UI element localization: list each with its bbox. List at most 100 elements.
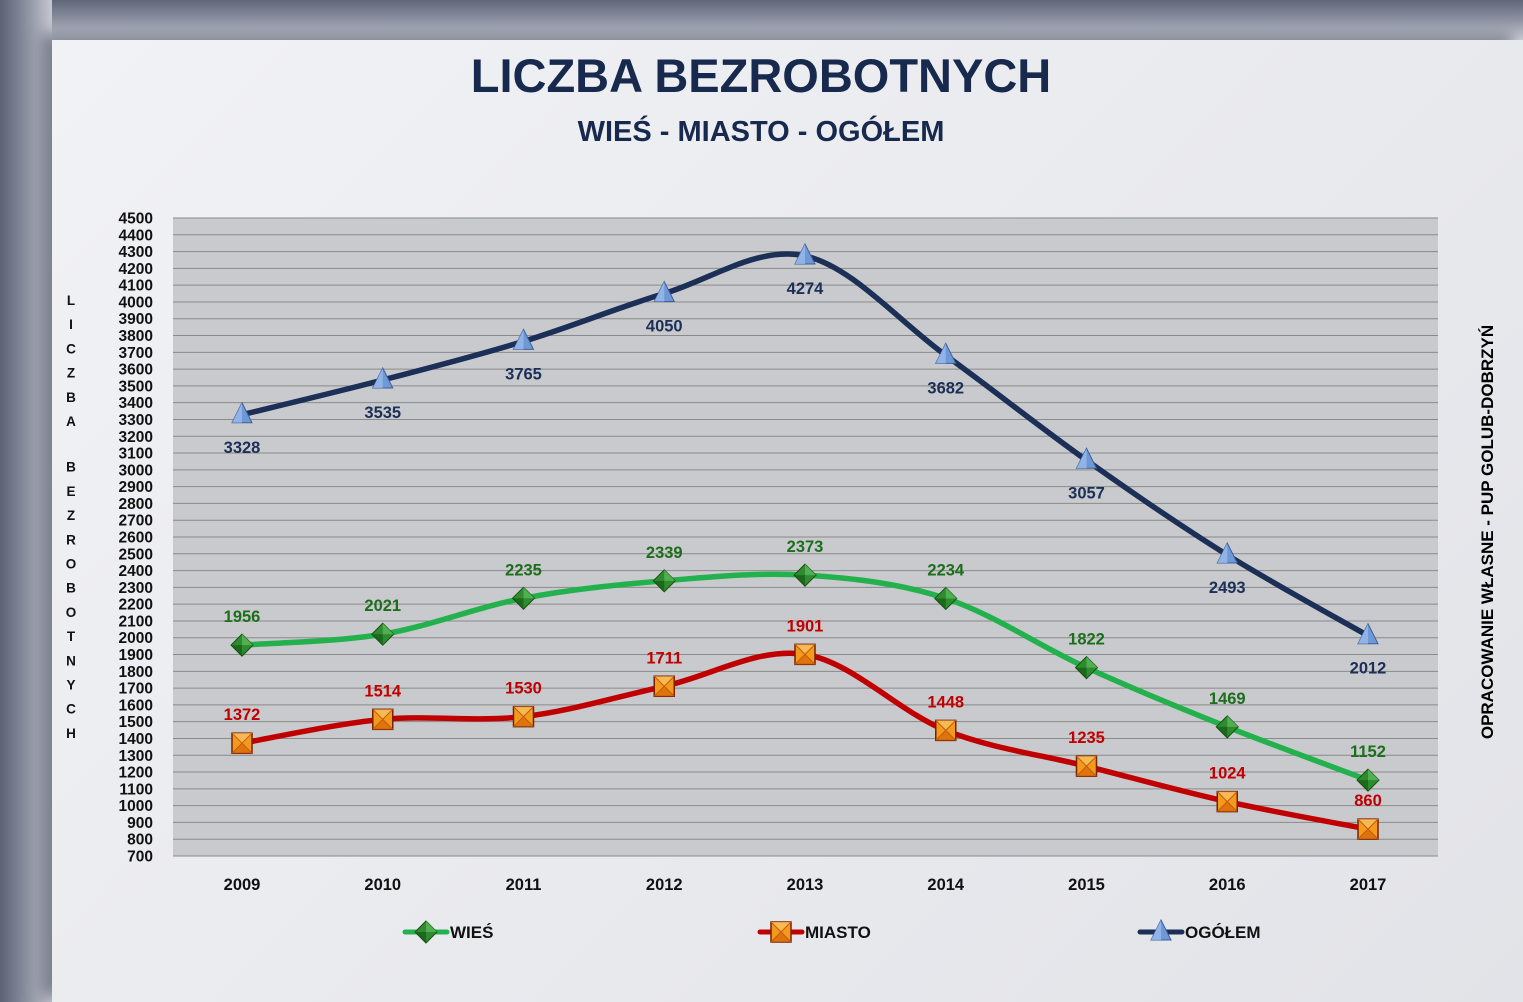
y-axis-ticks: 7008009001000110012001300140015001600170… — [119, 211, 153, 866]
y-tick-label: 4300 — [119, 244, 153, 261]
legend: WIEŚ MIASTO OGÓŁEM — [402, 918, 1261, 944]
x-tick-label: 2014 — [927, 876, 965, 894]
chart-title: LICZBA BEZROBOTNYCH — [471, 49, 1052, 102]
y-tick-label: 800 — [127, 832, 153, 849]
y-axis-label-letter: L — [67, 293, 75, 308]
diamond-marker-shade — [1075, 667, 1087, 679]
square-marker — [372, 708, 394, 731]
square-marker-highlight — [513, 706, 534, 717]
triangle-marker — [794, 242, 816, 265]
data-label: 2021 — [364, 597, 401, 615]
data-label: 1956 — [224, 608, 261, 626]
square-marker — [512, 705, 535, 728]
data-label: 1901 — [787, 617, 824, 635]
y-tick-label: 1300 — [119, 748, 153, 765]
square-marker-shade — [1217, 801, 1238, 812]
source-note: OPRACOWANIE WŁASNE - PUP GOLUB-DOBRZYŃ — [1478, 325, 1497, 739]
diamond-marker-highlight — [1368, 769, 1379, 781]
top-shadow-bar — [0, 0, 1523, 40]
y-tick-label: 3300 — [119, 412, 153, 429]
x-tick-label: 2016 — [1209, 876, 1246, 894]
triangle-marker — [1150, 918, 1172, 941]
triangle-marker — [371, 366, 394, 389]
data-label: 3328 — [224, 439, 261, 457]
legend-label: WIEŚ — [450, 923, 493, 942]
x-tick-label: 2012 — [646, 876, 683, 894]
y-tick-label: 3100 — [119, 446, 153, 463]
square-marker-shade — [795, 654, 815, 665]
diamond-marker — [1215, 715, 1239, 739]
y-axis-label-letter: O — [66, 557, 77, 572]
y-tick-label: 1800 — [119, 664, 153, 681]
data-label: 2373 — [787, 538, 824, 556]
data-label: 1469 — [1209, 690, 1246, 708]
diamond-marker-shade — [1216, 726, 1228, 738]
y-tick-label: 3400 — [119, 395, 153, 412]
x-tick-label: 2009 — [224, 876, 261, 894]
y-axis-label-letter: C — [66, 341, 76, 356]
y-tick-label: 2100 — [119, 613, 153, 630]
data-label: 4050 — [646, 318, 683, 336]
triangle-marker-highlight — [1076, 448, 1087, 469]
data-label: 3765 — [505, 365, 542, 383]
triangle-marker-highlight — [795, 243, 805, 264]
y-tick-label: 3200 — [119, 429, 153, 446]
triangle-marker — [1216, 541, 1239, 564]
square-marker-shade — [232, 743, 252, 754]
square-marker-highlight — [1217, 791, 1238, 802]
y-tick-label: 2500 — [119, 546, 153, 563]
x-axis-ticks: 2009 2010 2011 2012 2013 2014 2015 2016 2017 — [224, 876, 1387, 894]
y-tick-label: 900 — [127, 815, 153, 832]
y-tick-label: 2700 — [119, 513, 153, 530]
y-tick-label: 1100 — [119, 781, 153, 798]
y-axis-label-letter: B — [66, 390, 76, 405]
triangle-marker — [231, 401, 253, 424]
square-marker-diagonal — [794, 644, 816, 665]
triangle-marker-highlight — [372, 368, 383, 389]
y-axis-label-letter: B — [66, 581, 76, 596]
y-tick-label: 2200 — [119, 597, 153, 614]
data-label: 2234 — [927, 561, 965, 579]
square-marker — [770, 921, 792, 943]
y-tick-label: 3800 — [119, 328, 153, 345]
data-label: 1822 — [1068, 631, 1105, 649]
diamond-marker — [414, 920, 438, 944]
square-marker-highlight — [1076, 756, 1097, 767]
triangle-marker — [1357, 622, 1379, 645]
data-label: 860 — [1354, 792, 1382, 810]
diamond-marker-shade — [231, 645, 242, 657]
square-marker-shade — [935, 730, 956, 741]
square-marker — [231, 732, 253, 754]
data-label: 3057 — [1068, 484, 1105, 502]
y-axis-label-letter: Y — [66, 678, 75, 693]
y-tick-label: 2400 — [119, 563, 153, 580]
x-tick-label: 2015 — [1068, 876, 1105, 894]
y-tick-label: 2900 — [119, 479, 153, 496]
data-label: 1711 — [646, 649, 682, 667]
data-label: 1152 — [1350, 743, 1386, 761]
square-marker-shade — [771, 932, 791, 942]
y-tick-label: 3600 — [119, 362, 153, 379]
diamond-marker-highlight — [664, 569, 676, 581]
left-shadow-bar — [0, 0, 52, 1002]
square-marker — [1357, 818, 1379, 840]
square-marker-highlight — [654, 676, 675, 687]
diamond-marker — [371, 622, 395, 646]
diamond-marker-shade — [653, 580, 665, 592]
y-tick-label: 4200 — [119, 261, 153, 278]
square-marker-diagonal — [1076, 755, 1097, 777]
data-label: 2012 — [1350, 660, 1387, 678]
triangle-marker-highlight — [232, 402, 242, 423]
triangle-marker-highlight — [1217, 542, 1228, 563]
data-label: 1024 — [1209, 765, 1247, 783]
y-tick-label: 1200 — [119, 765, 153, 782]
y-tick-label: 1400 — [119, 731, 153, 748]
series-group — [230, 242, 1380, 840]
square-marker-shade — [1076, 766, 1097, 777]
square-marker — [1216, 790, 1238, 813]
data-label: 1530 — [505, 680, 542, 698]
diamond-marker-shade — [1357, 780, 1368, 792]
diamond-marker-shade — [934, 598, 946, 610]
diamond-marker-highlight — [523, 587, 535, 599]
